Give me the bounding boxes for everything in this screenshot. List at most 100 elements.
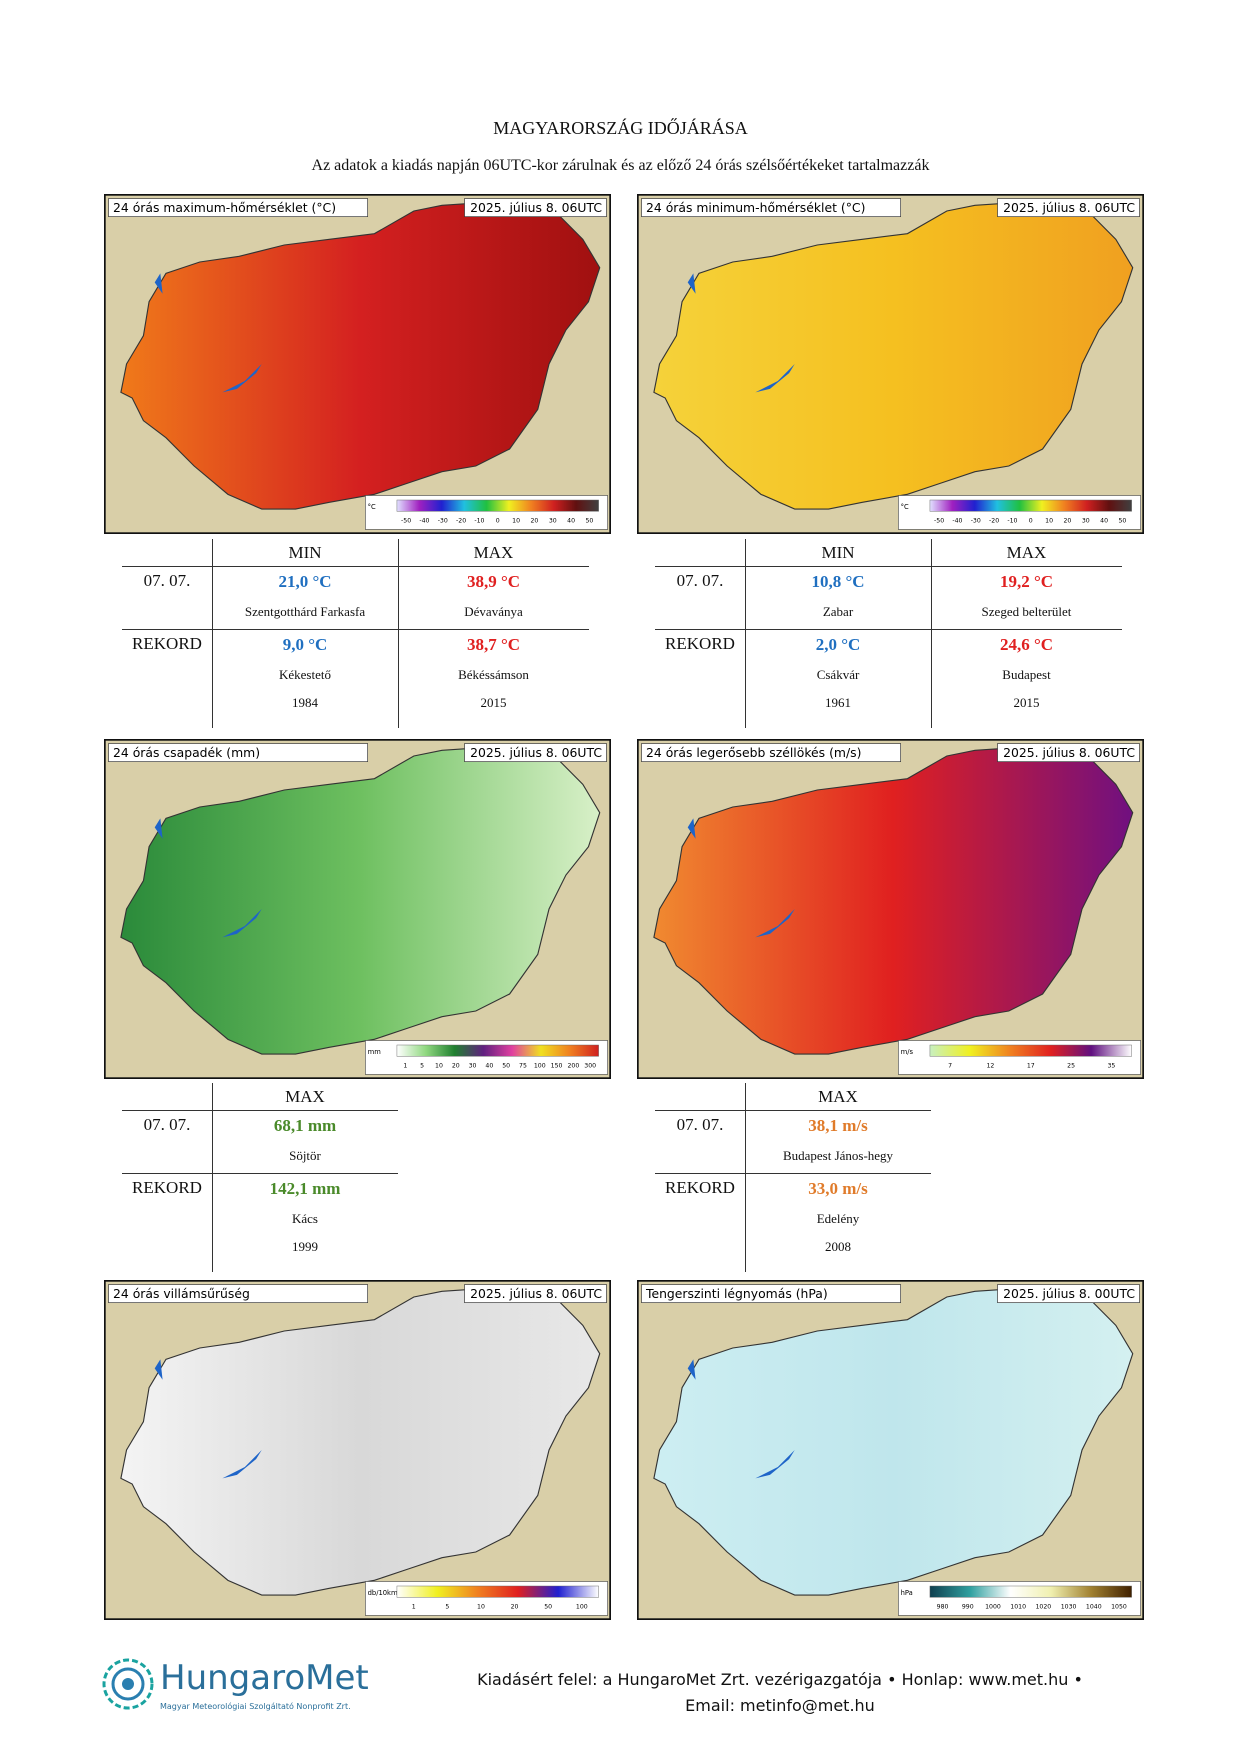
country-shape (120, 1285, 601, 1596)
legend-tick-label: 1010 (1010, 1604, 1026, 1611)
lake-ferto (154, 818, 163, 839)
station-name: Söjtör (289, 1148, 321, 1163)
map-title: 24 órás maximum-hőmérséklet (°C) (113, 200, 336, 215)
legend-tick-label: 30 (1082, 518, 1090, 525)
legend-tick-label: -40 (419, 518, 429, 525)
table-rule (212, 539, 213, 728)
doc-subtitle: Az adatok a kiadás napján 06UTC-kor záru… (311, 157, 930, 174)
map-date: 2025. július 8. 06UTC (470, 200, 602, 215)
table-rule (122, 1110, 398, 1111)
row-label: REKORD (665, 1178, 735, 1197)
column-header: MIN (288, 543, 322, 562)
table-rule (655, 1173, 931, 1174)
legend-tick-label: 0 (1029, 518, 1033, 525)
record-year: 1984 (292, 695, 318, 710)
legend-tick-label: 40 (567, 518, 575, 525)
map-title: 24 órás legerősebb széllökés (m/s) (646, 745, 861, 760)
station-name: Szeged belterület (981, 604, 1072, 619)
station-name: Edelény (816, 1211, 860, 1226)
legend-tick-label: 1040 (1086, 1604, 1102, 1611)
legend-tick-label: 50 (585, 518, 593, 525)
legend-tick-label: 10 (1045, 518, 1053, 525)
legend-unit: m/s (901, 1048, 914, 1056)
legend-tick-label: 10 (477, 1604, 485, 1611)
legend-tick-label: -50 (934, 518, 944, 525)
legend-tick-label: 20 (1063, 518, 1071, 525)
legend-tick-label: 7 (948, 1063, 952, 1070)
extreme-value: 38,9 °C (466, 572, 521, 591)
record-year: 1961 (825, 695, 851, 710)
station-name: Szentgotthárd Farkasfa (244, 604, 366, 619)
legend-tick-label: 980 (937, 1604, 949, 1611)
legend-unit: °C (368, 503, 376, 511)
table-rule (655, 629, 1122, 630)
legend-tick-label: 1030 (1061, 1604, 1077, 1611)
table-rule (655, 566, 1122, 567)
legend-tick-label: 5 (420, 1063, 424, 1070)
map-title-box (641, 743, 901, 763)
legend-bar (396, 1585, 599, 1598)
legend-tick-label: 1000 (985, 1604, 1001, 1611)
legend-bar (396, 499, 599, 512)
row-label: REKORD (132, 634, 202, 653)
legend-tick-label: 10 (512, 518, 520, 525)
map-date: 2025. július 8. 06UTC (470, 745, 602, 760)
map-panel: 24 órás villámsűrűség 2025. július 8. 06U… (104, 1280, 611, 1620)
station-name: Budapest (1002, 667, 1051, 682)
map-date-box (997, 743, 1140, 763)
map-title-box (108, 1284, 368, 1304)
table-rule (122, 566, 589, 567)
legend-unit: hPa (901, 1589, 913, 1597)
extreme-value: 142,1 mm (269, 1179, 341, 1198)
row-label: 07. 07. (676, 571, 724, 590)
extreme-value: 10,8 °C (811, 572, 865, 591)
map-date: 2025. július 8. 00UTC (1003, 1286, 1135, 1301)
extremes-table: MAX 38,1 m/s Budapest János-hegy 33,0 m/s Ed… (655, 1083, 931, 1272)
legend-tick-label: 10 (435, 1063, 443, 1070)
legend-tick-label: 20 (530, 518, 538, 525)
footer-line: Email: metinfo@met.hu (685, 1696, 875, 1715)
doc-title: MAGYARORSZÁG IDŐJÁRÁSA (493, 118, 748, 138)
lake-ferto (154, 1359, 163, 1380)
table-rule (745, 1083, 746, 1272)
legend-tick-label: 40 (1100, 518, 1108, 525)
legend-tick-label: 150 (551, 1063, 563, 1070)
country-shape (653, 744, 1134, 1055)
legend-tick-label: -30 (438, 518, 448, 525)
map-panel: 24 órás legerősebb széllökés (m/s) 2025. … (637, 739, 1144, 1079)
map-date-box (464, 1284, 607, 1304)
legend-tick-label: 1 (412, 1604, 416, 1611)
map-date-box (464, 743, 607, 763)
map-date: 2025. július 8. 06UTC (1003, 200, 1135, 215)
legend-tick-label: 20 (452, 1063, 460, 1070)
logo-text: HungaroMet (160, 1658, 369, 1698)
map-panel: 24 órás minimum-hőmérséklet (°C) 2025. jú… (637, 194, 1144, 534)
legend-tick-label: -10 (1007, 518, 1017, 525)
map-title: 24 órás villámsűrűség (113, 1286, 250, 1301)
lake-ferto (687, 818, 696, 839)
legend-bar (396, 1044, 599, 1057)
legend-tick-label: -10 (474, 518, 484, 525)
map-date-box (997, 198, 1140, 218)
legend-bar (929, 499, 1132, 512)
legend-tick-label: 30 (469, 1063, 477, 1070)
legend-tick-label: -50 (401, 518, 411, 525)
legend-tick-label: 100 (534, 1063, 546, 1070)
legend-tick-label: 990 (962, 1604, 974, 1611)
map-title-box (641, 1284, 901, 1304)
legend-tick-label: 50 (1118, 518, 1126, 525)
extreme-value: 21,0 °C (278, 572, 332, 591)
legend-tick-label: 0 (496, 518, 500, 525)
map-panel: 24 órás csapadék (mm) 2025. július 8. 06U… (104, 739, 611, 1079)
record-year: 1999 (292, 1239, 318, 1254)
legend-tick-label: 1020 (1035, 1604, 1051, 1611)
extreme-value: 33,0 m/s (808, 1179, 868, 1198)
extreme-value: 9,0 °C (282, 635, 328, 654)
table-rule (745, 539, 746, 728)
map-title: 24 órás csapadék (mm) (113, 745, 260, 760)
table-rule (655, 1110, 931, 1111)
record-year: 2015 (1013, 695, 1040, 710)
lake-ferto (687, 273, 696, 294)
extreme-value: 2,0 °C (815, 635, 861, 654)
extreme-value: 68,1 mm (273, 1116, 337, 1135)
